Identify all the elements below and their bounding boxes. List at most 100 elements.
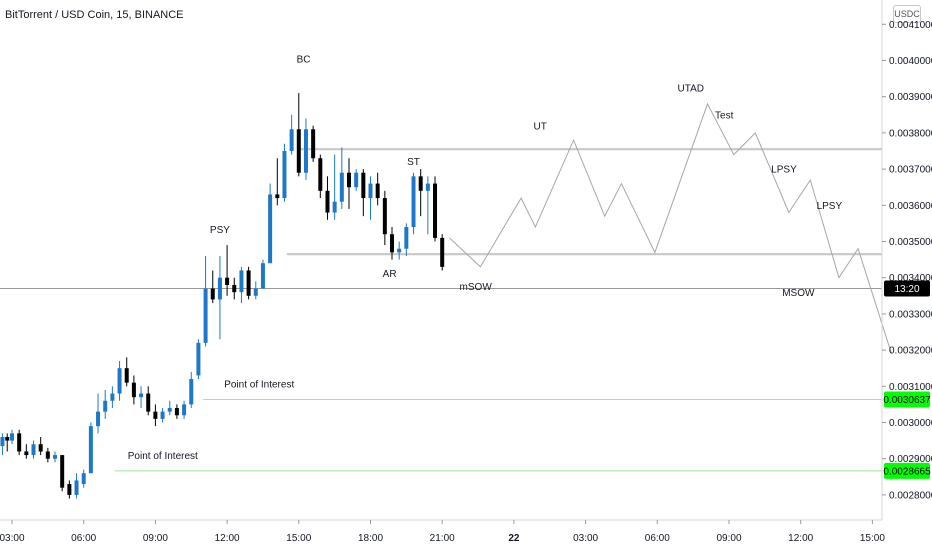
annotation-label: mSOW bbox=[460, 282, 493, 293]
time-tick-label: 12:00 bbox=[788, 533, 813, 544]
current-price-tag-text: 13:20 bbox=[894, 284, 919, 295]
candles bbox=[0, 93, 445, 499]
candle bbox=[31, 440, 36, 459]
candle-body bbox=[124, 368, 129, 383]
candle bbox=[361, 169, 366, 217]
candle bbox=[404, 223, 409, 256]
candle bbox=[0, 433, 5, 456]
candle bbox=[139, 386, 144, 409]
annotation-label: UTAD bbox=[678, 83, 704, 94]
candle-body bbox=[24, 451, 29, 456]
candle-body bbox=[375, 183, 380, 199]
price-tags: 13:20 0.0030637 0.0028665 bbox=[883, 280, 931, 479]
candle bbox=[282, 143, 287, 202]
candle-body bbox=[103, 400, 108, 412]
candle-body bbox=[74, 480, 79, 495]
candle-body bbox=[5, 436, 10, 441]
candle-body bbox=[53, 455, 58, 459]
candle bbox=[296, 93, 301, 177]
current-price-tag: 13:20 bbox=[884, 280, 930, 297]
candle-body bbox=[418, 176, 423, 191]
candle-body bbox=[117, 368, 122, 394]
candle bbox=[45, 447, 50, 463]
candle-body bbox=[246, 270, 251, 296]
time-tick-label: 12:00 bbox=[215, 533, 240, 544]
candle bbox=[433, 176, 438, 242]
candle bbox=[268, 183, 273, 264]
price-tick-label: 0.0033000 bbox=[889, 309, 932, 320]
candle-body bbox=[354, 172, 359, 188]
candle-body bbox=[303, 129, 308, 173]
price-axis[interactable]: 0.0028000 0.0029000 0.0030000 0.0031000 0.00… bbox=[881, 0, 932, 520]
currency-button[interactable]: USDC bbox=[893, 5, 921, 23]
price-tick-label: 0.0034000 bbox=[889, 273, 932, 284]
candle-body bbox=[325, 190, 330, 213]
candle-body bbox=[260, 263, 265, 289]
poi-price-tag: 0.0028665 bbox=[883, 462, 931, 479]
candle-body bbox=[139, 393, 144, 398]
poi-price-tag: 0.0030637 bbox=[883, 391, 931, 408]
price-tick-label: 0.0040000 bbox=[889, 56, 932, 67]
candle bbox=[253, 281, 258, 300]
candle bbox=[318, 154, 323, 199]
candle-body bbox=[31, 444, 36, 456]
time-axis[interactable]: 03:00 06:00 09:00 12:00 15:00 18:00 21:00 22 03:… bbox=[0, 519, 885, 544]
candle bbox=[217, 255, 222, 340]
candle-body bbox=[67, 484, 72, 495]
candle-body bbox=[38, 444, 43, 452]
candle bbox=[390, 227, 395, 260]
candle bbox=[182, 400, 187, 419]
candle bbox=[203, 255, 208, 347]
candle-body bbox=[390, 234, 395, 253]
candle bbox=[60, 455, 65, 492]
candle bbox=[131, 375, 136, 405]
candle bbox=[88, 422, 93, 474]
annotation-label: AR bbox=[383, 269, 397, 280]
candle-body bbox=[239, 270, 244, 293]
poi-price-tag-text: 0.0028665 bbox=[883, 466, 931, 477]
time-tick-label: 21:00 bbox=[430, 533, 455, 544]
candle bbox=[189, 371, 194, 409]
candle bbox=[81, 469, 86, 488]
candle bbox=[232, 277, 237, 300]
poi-levels: Point of Interest Point of Interest bbox=[114, 379, 882, 472]
candle bbox=[368, 176, 373, 220]
price-tick-label: 0.0041000 bbox=[889, 20, 932, 31]
candle bbox=[418, 169, 423, 217]
time-tick-label: 15:00 bbox=[860, 533, 885, 544]
poi-price-tag-box bbox=[884, 391, 930, 408]
price-tick-label: 0.0029000 bbox=[889, 454, 932, 465]
candle-body bbox=[318, 158, 323, 191]
projection-line bbox=[449, 102, 892, 354]
time-tick-label: 18:00 bbox=[358, 533, 383, 544]
chart-title: BitTorrent / USD Coin, 15, BINANCE bbox=[5, 9, 184, 21]
candle bbox=[311, 125, 316, 162]
candle-body bbox=[289, 129, 294, 151]
candle bbox=[210, 270, 215, 304]
candle bbox=[246, 266, 251, 300]
candle-body bbox=[153, 411, 158, 419]
candle bbox=[411, 172, 416, 235]
time-tick-label: 15:00 bbox=[286, 533, 311, 544]
candle-body bbox=[110, 393, 115, 401]
annotations: BC PSY AR ST mSOW UT UTAD Test LPSY LPSY MSOW bbox=[210, 54, 843, 299]
poi-price-tag-text: 0.0030637 bbox=[883, 395, 931, 406]
candle-body bbox=[311, 129, 316, 159]
candle bbox=[110, 386, 115, 409]
candle-body bbox=[332, 201, 337, 213]
candle bbox=[67, 480, 72, 499]
candle-body bbox=[382, 198, 387, 235]
candle bbox=[167, 400, 172, 416]
candle bbox=[275, 158, 280, 206]
candle bbox=[124, 357, 129, 387]
candle-body bbox=[253, 288, 258, 296]
candle bbox=[174, 404, 179, 419]
price-tick-label: 0.0030000 bbox=[889, 418, 932, 429]
candle bbox=[397, 241, 402, 260]
annotation-label: LPSY bbox=[771, 164, 797, 175]
candle-body bbox=[160, 411, 165, 419]
price-tick-label: 0.0032000 bbox=[889, 346, 932, 357]
candle-body bbox=[268, 194, 273, 264]
candle-body bbox=[397, 248, 402, 253]
